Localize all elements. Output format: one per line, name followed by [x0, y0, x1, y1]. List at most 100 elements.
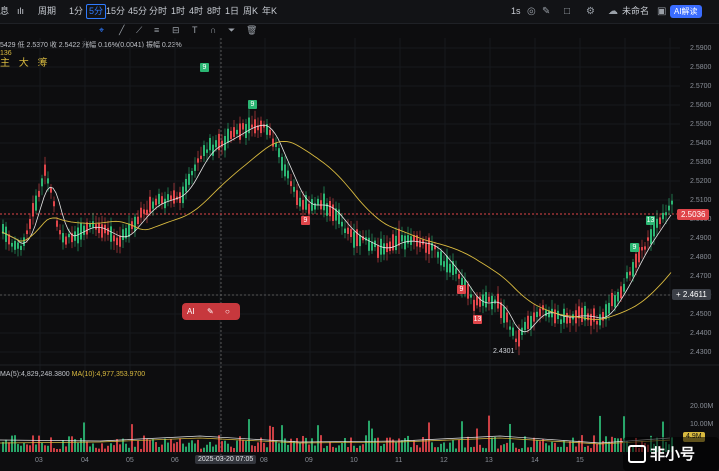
candle-body [242, 123, 244, 130]
candle-body [611, 292, 613, 307]
crosshair-icon[interactable]: ⌖ [99, 25, 105, 35]
candle-body [272, 138, 274, 147]
interval-15m[interactable]: 15分 [106, 6, 126, 16]
candle-body [185, 178, 187, 192]
candle-body [122, 229, 124, 241]
candle-body [86, 222, 88, 235]
volume-bar [611, 436, 613, 452]
candle-body [293, 186, 295, 192]
volume-bar [158, 446, 160, 452]
period-menu[interactable]: 周期 [38, 6, 57, 16]
interval-1m[interactable]: 1分 [69, 6, 84, 16]
price-axis-label: 2.5700 [690, 83, 712, 90]
candle-body [395, 235, 397, 251]
tag-main[interactable]: 主 [0, 58, 10, 69]
tag-large[interactable]: 大 [18, 58, 29, 69]
candle-body [101, 224, 103, 238]
interval-1y[interactable]: 年K [262, 6, 278, 16]
candle-body [209, 137, 211, 151]
refresh-interval[interactable]: 1s [511, 6, 521, 16]
volume-bar [155, 442, 157, 452]
cursor-price-value: 2.4611 [682, 290, 707, 299]
interval-1w[interactable]: 周K [243, 6, 259, 16]
candle-body [161, 196, 163, 204]
candle-body [212, 144, 214, 156]
candle-body [245, 123, 247, 138]
tag-chips[interactable]: 筹 [37, 58, 48, 69]
candle-body [473, 299, 475, 311]
candlestick-chart[interactable] [0, 38, 719, 471]
candle-body [530, 315, 532, 329]
interval-tick[interactable]: 分时 [149, 6, 168, 16]
channel-tool-icon[interactable]: ≡ [154, 25, 160, 35]
search-icon[interactable]: ○ [225, 307, 230, 316]
interval-5m[interactable]: 5分 [86, 4, 107, 19]
edit-icon[interactable]: ✎ [542, 6, 551, 17]
filter-icon[interactable]: ⏷ [228, 25, 236, 35]
square-icon[interactable]: □ [564, 6, 571, 17]
volume-bar [245, 440, 247, 452]
candle-body [635, 253, 637, 268]
volume-bar [302, 435, 304, 452]
candle-body [23, 237, 25, 246]
trash-icon[interactable]: 🗑 [246, 25, 258, 35]
candle-body [188, 173, 190, 185]
candle-body [107, 227, 109, 235]
save-icon[interactable]: ▣ [657, 6, 667, 17]
indicator-tags: 主 大 筹 [0, 54, 54, 69]
pen-icon[interactable]: ✎ [207, 307, 214, 316]
cloud-icon[interactable]: ☁ [608, 6, 618, 17]
volume-bar [89, 446, 91, 452]
candle-body [644, 246, 646, 250]
candle-body [392, 234, 394, 251]
interval-4h[interactable]: 4时 [189, 6, 204, 16]
candle-body [590, 313, 592, 326]
candle-body [368, 237, 370, 251]
text-tool-icon[interactable]: T [192, 25, 198, 35]
candle-body [542, 305, 544, 311]
magnet-icon[interactable]: ∩ [210, 25, 217, 35]
toolbar-item-0[interactable]: 息 [0, 6, 10, 16]
volume-bar [65, 446, 67, 452]
ai-icon[interactable]: AI [187, 307, 195, 316]
candle-body [668, 205, 670, 211]
candle-body [359, 235, 361, 247]
gear-icon[interactable]: ⚙ [586, 6, 595, 17]
candle-body [527, 315, 529, 329]
price-axis-label: 2.5400 [690, 140, 712, 147]
watermark-logo-icon [628, 445, 646, 463]
volume-bar [98, 448, 100, 452]
candle-body [8, 234, 10, 245]
ray-tool-icon[interactable]: ⟋ [136, 25, 143, 35]
volume-bar [206, 444, 208, 452]
candle-body [275, 142, 277, 147]
date-label: 09 [305, 457, 313, 464]
layout-name[interactable]: 未命名 [622, 6, 650, 16]
candle-body [239, 123, 241, 140]
line-tool-icon[interactable]: ╱ [119, 25, 125, 35]
candle-body [125, 228, 127, 239]
indicator-toggle[interactable]: ılı [17, 6, 25, 16]
volume-bar [407, 435, 409, 452]
volume-bar [50, 437, 52, 452]
candle-body [371, 241, 373, 251]
candle-body [557, 310, 559, 320]
camera-icon[interactable]: ◎ [527, 6, 536, 17]
volume-bar [197, 439, 199, 452]
interval-8h[interactable]: 8时 [207, 6, 222, 16]
candle-body [326, 203, 328, 216]
fib-tool-icon[interactable]: ⊟ [172, 25, 180, 35]
volume-bar [374, 438, 376, 452]
ai-interpret-button[interactable]: AI解读 [670, 5, 702, 18]
volume-bar [113, 445, 115, 452]
interval-45m[interactable]: 45分 [128, 6, 148, 16]
volume-bar [269, 425, 271, 452]
interval-1d[interactable]: 1日 [225, 6, 240, 16]
volume-bar [581, 435, 583, 452]
interval-1h[interactable]: 1时 [171, 6, 186, 16]
volume-bar [320, 435, 322, 452]
candle-body [467, 284, 469, 299]
volume-bar [86, 441, 88, 452]
volume-bar [272, 426, 274, 452]
candle-body [215, 140, 217, 148]
